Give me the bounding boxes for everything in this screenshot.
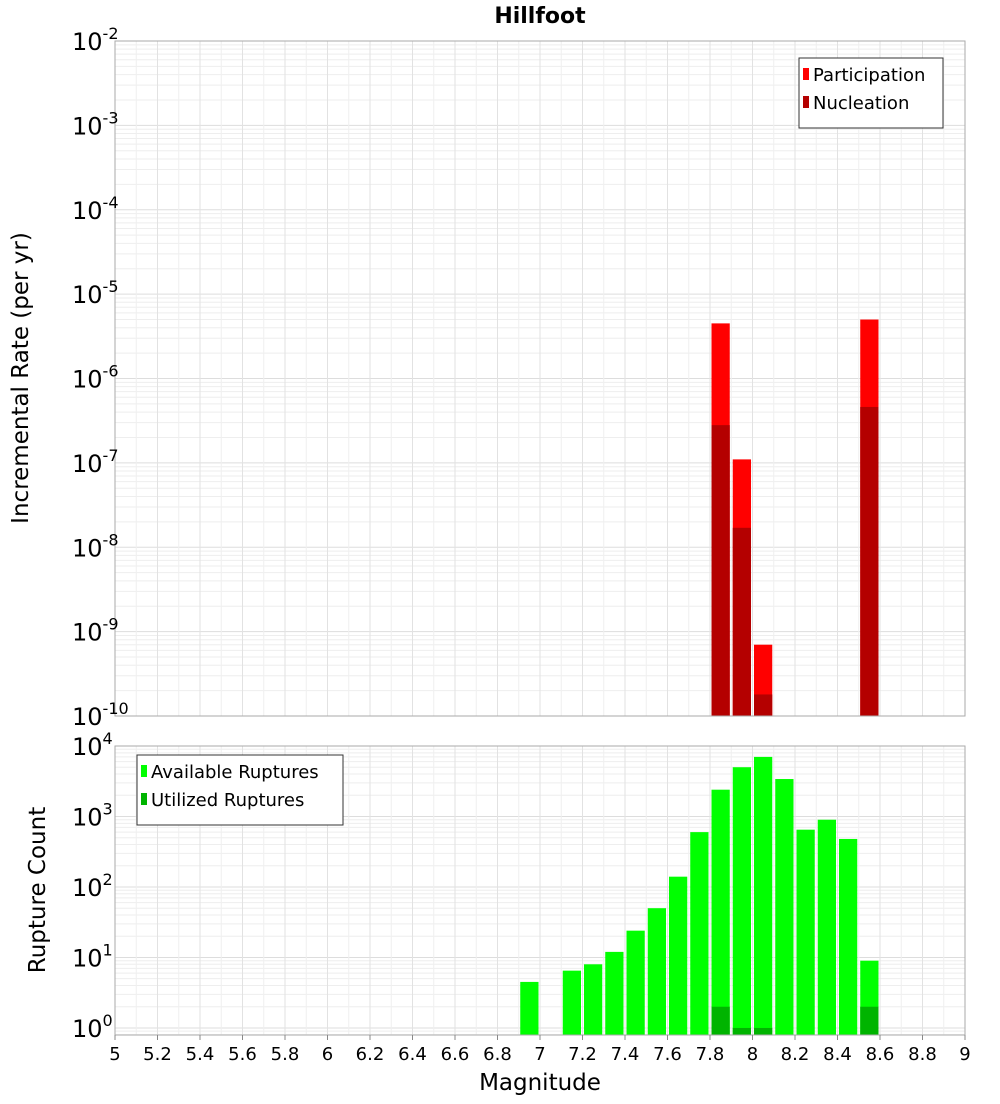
- y-tick-label: 10-7: [72, 446, 119, 478]
- y-axis-label: Rupture Count: [25, 807, 51, 973]
- plot-border: [114, 40, 966, 717]
- legend-box: [136, 754, 344, 826]
- x-tick-label: 6.6: [441, 1044, 470, 1065]
- y-tick-label: 101: [72, 940, 113, 972]
- count-panel: 100 101 102 103 104 Rupture Count Available Ru…: [25, 729, 971, 1096]
- legend-swatch: [141, 765, 147, 777]
- legend-swatch: [803, 68, 809, 80]
- legend: Participation Nucleation: [798, 57, 944, 129]
- x-axis-label: Magnitude: [479, 1070, 601, 1096]
- bar-available-ruptures: [839, 838, 858, 1035]
- x-tick-label: 5: [109, 1044, 120, 1065]
- x-tick-label: 8.4: [823, 1044, 852, 1065]
- legend-swatch: [141, 793, 147, 805]
- y-axis-label: Incremental Rate (per yr): [8, 232, 34, 524]
- bar-available-ruptures: [626, 930, 645, 1035]
- y-tick-label: 10-3: [72, 108, 119, 140]
- bar-available-ruptures: [754, 756, 773, 1035]
- bar-available-ruptures: [732, 767, 751, 1035]
- bar-available-ruptures: [605, 951, 624, 1035]
- y-tick-label: 102: [72, 870, 113, 902]
- x-tick-label: 8.6: [866, 1044, 895, 1065]
- legend-box: [798, 57, 944, 129]
- bar-available-ruptures: [669, 876, 688, 1035]
- x-tick-label: 7.8: [696, 1044, 725, 1065]
- x-tick-label: 5.2: [143, 1044, 172, 1065]
- x-tick-label: 7.4: [611, 1044, 640, 1065]
- bar-utilized-ruptures: [711, 1006, 730, 1035]
- bar-utilized-ruptures: [732, 1027, 751, 1035]
- x-tick-label: 5.4: [186, 1044, 215, 1065]
- x-tick-label: 6.2: [356, 1044, 385, 1065]
- legend-label: Nucleation: [813, 93, 909, 114]
- bar-available-ruptures: [520, 981, 539, 1035]
- x-tick-label: 8.2: [781, 1044, 810, 1065]
- y-tick-label: 10-8: [72, 530, 119, 562]
- x-tick-label: 8: [747, 1044, 758, 1065]
- y-tick-label: 10-2: [72, 24, 119, 56]
- bar-nucleation: [711, 425, 730, 716]
- x-tick-label: 7.2: [568, 1044, 597, 1065]
- y-tick-label: 10-4: [72, 193, 119, 225]
- x-tick-label: 7.6: [653, 1044, 682, 1065]
- x-tick-label: 6.4: [398, 1044, 427, 1065]
- y-tick-label: 104: [72, 729, 113, 761]
- bar-available-ruptures: [817, 819, 836, 1035]
- bar-available-ruptures: [647, 908, 666, 1035]
- bar-utilized-ruptures: [860, 1006, 879, 1035]
- x-tick-label: 6: [322, 1044, 333, 1065]
- y-tick-label: 100: [72, 1011, 113, 1043]
- x-tick-label: 5.8: [271, 1044, 300, 1065]
- x-tick-label: 8.8: [908, 1044, 937, 1065]
- y-tick-label: 10-9: [72, 615, 119, 647]
- bar-nucleation: [860, 406, 879, 716]
- bar-available-ruptures: [775, 779, 794, 1035]
- bar-available-ruptures: [584, 964, 603, 1035]
- bar-available-ruptures: [562, 970, 581, 1035]
- legend-label: Available Ruptures: [151, 762, 319, 783]
- legend-swatch: [803, 96, 809, 108]
- x-tick-label: 5.6: [228, 1044, 257, 1065]
- legend-label: Utilized Ruptures: [151, 790, 304, 811]
- legend-label: Participation: [813, 65, 925, 86]
- bar-nucleation: [732, 527, 751, 716]
- bar-utilized-ruptures: [754, 1027, 773, 1035]
- y-tick-label: 103: [72, 799, 113, 831]
- bar-available-ruptures: [690, 832, 709, 1035]
- legend: Available Ruptures Utilized Ruptures: [136, 754, 344, 826]
- y-tick-label: 10-10: [72, 699, 129, 731]
- chart-title: Hillfoot: [494, 4, 586, 29]
- y-tick-label: 10-5: [72, 277, 119, 309]
- bar-available-ruptures: [796, 829, 815, 1035]
- x-tick-label: 7: [534, 1044, 545, 1065]
- rate-panel: 10-10 10-9 10-8 10-7 10-6 10-5 10-4 10-3 10-2 Inc…: [8, 4, 966, 731]
- y-tick-label: 10-6: [72, 362, 119, 394]
- bar-nucleation: [754, 694, 773, 716]
- bar-available-ruptures: [711, 789, 730, 1035]
- x-tick-label: 6.8: [483, 1044, 512, 1065]
- x-tick-label: 9: [959, 1044, 970, 1065]
